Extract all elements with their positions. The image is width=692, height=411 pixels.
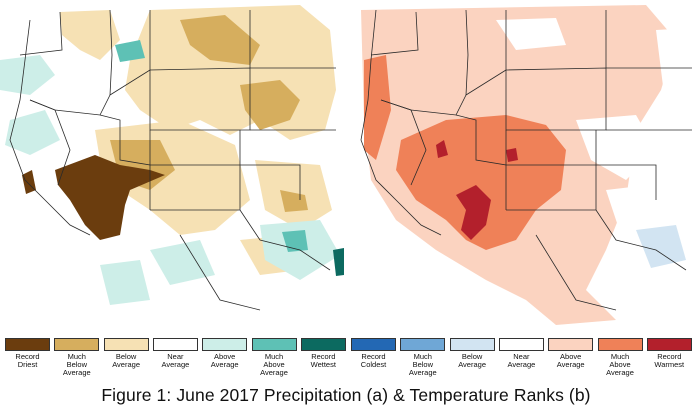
temperature-map (356, 0, 692, 330)
precipitation-legend-item: Near Average (151, 338, 200, 369)
precipitation-legend-label: Near Average (161, 352, 190, 369)
precipitation-legend-swatch (54, 338, 100, 351)
precipitation-legend-swatch (202, 338, 248, 351)
precipitation-legend-label: Much Above Average (260, 352, 288, 377)
precipitation-legend-swatch (300, 338, 346, 351)
precipitation-legend-swatch (103, 338, 149, 351)
figure-caption: Figure 1: June 2017 Precipitation (a) & … (101, 385, 591, 405)
temperature-legend-swatch (646, 338, 692, 351)
precipitation-legend-label: Below Average (112, 352, 140, 369)
temperature-legend-label: Record Warmest (654, 352, 685, 369)
temperature-map-graphic (356, 0, 692, 330)
temperature-legend-label: Above Average (556, 352, 585, 369)
temperature-legend-item: Record Coldest (349, 338, 398, 369)
temperature-legend-swatch (351, 338, 396, 351)
precipitation-legend-item: Record Wettest (299, 338, 348, 369)
precipitation-legend-label: Much Below Average (62, 352, 91, 377)
precipitation-legend-label: Record Wettest (310, 352, 336, 369)
temperature-legend-item: Much Above Average (596, 338, 645, 377)
temperature-legend-item: Near Average (497, 338, 546, 369)
precipitation-legend-item: Above Average (200, 338, 249, 369)
temperature-legend-swatch (597, 338, 643, 351)
precipitation-legend-label: Above Average (210, 352, 239, 369)
precipitation-legend-swatch (152, 338, 198, 351)
precipitation-legend-item: Much Below Average (52, 338, 101, 377)
precipitation-legend-swatch (251, 338, 297, 351)
precipitation-legend-label: Record Driest (15, 352, 40, 369)
temperature-legend-swatch (498, 338, 544, 351)
precipitation-map (0, 0, 344, 330)
temperature-legend-swatch (548, 338, 594, 351)
precipitation-legend-item: Below Average (102, 338, 151, 369)
precipitation-legend-item: Record Driest (3, 338, 52, 369)
temperature-legend-item: Above Average (546, 338, 595, 369)
legend: Record Driest Much Below Average Below Ave… (0, 338, 692, 386)
temperature-legend-label: Below Average (458, 352, 486, 369)
temperature-legend-item: Much Below Average (398, 338, 447, 377)
temperature-legend-label: Much Below Average (408, 352, 437, 377)
precipitation-legend-swatch (5, 338, 50, 351)
temperature-legend-label: Near Average (507, 352, 536, 369)
temperature-legend-item: Record Warmest (645, 338, 692, 369)
precipitation-legend-item: Much Above Average (250, 338, 299, 377)
temperature-legend-item: Below Average (448, 338, 497, 369)
temperature-legend-label: Much Above Average (606, 352, 634, 377)
precipitation-map-graphic (0, 0, 344, 330)
maps-container (0, 0, 692, 330)
temperature-legend-swatch (449, 338, 495, 351)
temperature-legend-label: Record Coldest (360, 352, 387, 369)
temperature-legend-swatch (400, 338, 446, 351)
